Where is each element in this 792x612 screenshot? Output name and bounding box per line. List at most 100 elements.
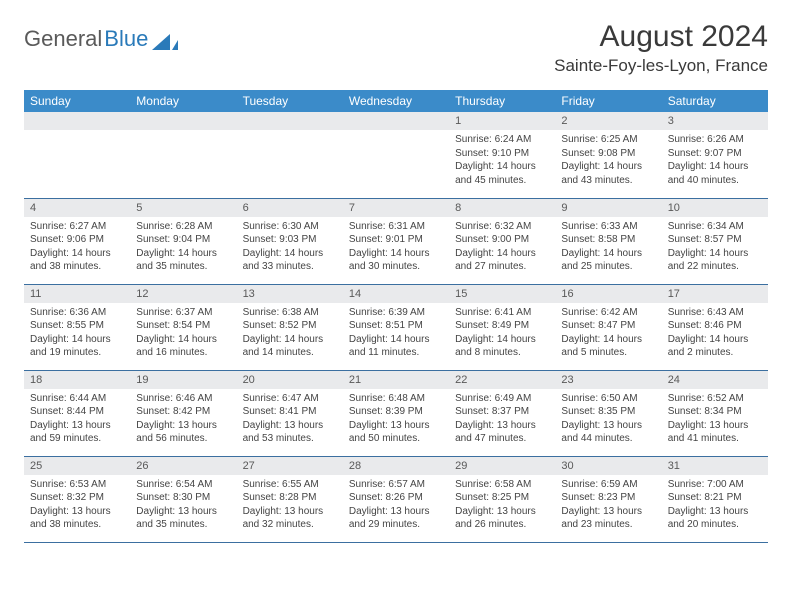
day-number: 17	[662, 285, 768, 303]
day-number	[237, 112, 343, 130]
calendar-cell: 29Sunrise: 6:58 AMSunset: 8:25 PMDayligh…	[449, 456, 555, 542]
sunrise-line: Sunrise: 6:59 AM	[561, 478, 655, 492]
sunset-line: Sunset: 9:06 PM	[30, 233, 124, 247]
daylight-line: Daylight: 13 hours and 53 minutes.	[243, 419, 337, 446]
daylight-line: Daylight: 13 hours and 35 minutes.	[136, 505, 230, 532]
day-data: Sunrise: 6:31 AMSunset: 9:01 PMDaylight:…	[343, 217, 449, 278]
day-number: 27	[237, 457, 343, 475]
day-number: 23	[555, 371, 661, 389]
location: Sainte-Foy-les-Lyon, France	[554, 56, 768, 76]
daylight-line: Daylight: 14 hours and 16 minutes.	[136, 333, 230, 360]
day-data: Sunrise: 6:42 AMSunset: 8:47 PMDaylight:…	[555, 303, 661, 364]
day-number: 11	[24, 285, 130, 303]
sunset-line: Sunset: 8:51 PM	[349, 319, 443, 333]
dow-mon: Monday	[130, 90, 236, 112]
day-number: 16	[555, 285, 661, 303]
calendar-table: Sunday Monday Tuesday Wednesday Thursday…	[24, 90, 768, 543]
sunset-line: Sunset: 8:35 PM	[561, 405, 655, 419]
calendar-cell	[237, 112, 343, 198]
sail-icon	[152, 30, 178, 48]
daylight-line: Daylight: 13 hours and 38 minutes.	[30, 505, 124, 532]
day-data	[343, 130, 449, 180]
day-data	[24, 130, 130, 180]
calendar-cell	[130, 112, 236, 198]
calendar-week: 25Sunrise: 6:53 AMSunset: 8:32 PMDayligh…	[24, 456, 768, 542]
daylight-line: Daylight: 14 hours and 30 minutes.	[349, 247, 443, 274]
calendar-cell: 20Sunrise: 6:47 AMSunset: 8:41 PMDayligh…	[237, 370, 343, 456]
day-number: 15	[449, 285, 555, 303]
day-data: Sunrise: 6:37 AMSunset: 8:54 PMDaylight:…	[130, 303, 236, 364]
sunset-line: Sunset: 8:41 PM	[243, 405, 337, 419]
day-number: 26	[130, 457, 236, 475]
calendar-cell: 19Sunrise: 6:46 AMSunset: 8:42 PMDayligh…	[130, 370, 236, 456]
sunrise-line: Sunrise: 6:26 AM	[668, 133, 762, 147]
calendar-week: 18Sunrise: 6:44 AMSunset: 8:44 PMDayligh…	[24, 370, 768, 456]
day-data: Sunrise: 6:32 AMSunset: 9:00 PMDaylight:…	[449, 217, 555, 278]
day-data: Sunrise: 7:00 AMSunset: 8:21 PMDaylight:…	[662, 475, 768, 536]
day-number: 21	[343, 371, 449, 389]
calendar-cell: 5Sunrise: 6:28 AMSunset: 9:04 PMDaylight…	[130, 198, 236, 284]
day-number: 20	[237, 371, 343, 389]
day-data: Sunrise: 6:28 AMSunset: 9:04 PMDaylight:…	[130, 217, 236, 278]
calendar-cell: 31Sunrise: 7:00 AMSunset: 8:21 PMDayligh…	[662, 456, 768, 542]
day-data: Sunrise: 6:46 AMSunset: 8:42 PMDaylight:…	[130, 389, 236, 450]
sunset-line: Sunset: 8:28 PM	[243, 491, 337, 505]
sunrise-line: Sunrise: 6:58 AM	[455, 478, 549, 492]
daylight-line: Daylight: 14 hours and 2 minutes.	[668, 333, 762, 360]
day-data: Sunrise: 6:49 AMSunset: 8:37 PMDaylight:…	[449, 389, 555, 450]
sunrise-line: Sunrise: 6:44 AM	[30, 392, 124, 406]
calendar-cell: 21Sunrise: 6:48 AMSunset: 8:39 PMDayligh…	[343, 370, 449, 456]
daylight-line: Daylight: 14 hours and 5 minutes.	[561, 333, 655, 360]
day-data: Sunrise: 6:59 AMSunset: 8:23 PMDaylight:…	[555, 475, 661, 536]
sunset-line: Sunset: 8:44 PM	[30, 405, 124, 419]
calendar-cell: 25Sunrise: 6:53 AMSunset: 8:32 PMDayligh…	[24, 456, 130, 542]
day-data: Sunrise: 6:54 AMSunset: 8:30 PMDaylight:…	[130, 475, 236, 536]
day-data: Sunrise: 6:53 AMSunset: 8:32 PMDaylight:…	[24, 475, 130, 536]
sunset-line: Sunset: 9:07 PM	[668, 147, 762, 161]
daylight-line: Daylight: 13 hours and 20 minutes.	[668, 505, 762, 532]
sunset-line: Sunset: 9:00 PM	[455, 233, 549, 247]
sunset-line: Sunset: 8:57 PM	[668, 233, 762, 247]
day-data: Sunrise: 6:52 AMSunset: 8:34 PMDaylight:…	[662, 389, 768, 450]
brand-logo: GeneralBlue	[24, 20, 178, 52]
sunset-line: Sunset: 8:25 PM	[455, 491, 549, 505]
sunrise-line: Sunrise: 6:42 AM	[561, 306, 655, 320]
daylight-line: Daylight: 13 hours and 47 minutes.	[455, 419, 549, 446]
day-number: 22	[449, 371, 555, 389]
day-number: 12	[130, 285, 236, 303]
calendar-cell: 24Sunrise: 6:52 AMSunset: 8:34 PMDayligh…	[662, 370, 768, 456]
day-data	[130, 130, 236, 180]
day-number: 18	[24, 371, 130, 389]
day-number: 4	[24, 199, 130, 217]
dow-tue: Tuesday	[237, 90, 343, 112]
dow-fri: Friday	[555, 90, 661, 112]
daylight-line: Daylight: 14 hours and 38 minutes.	[30, 247, 124, 274]
calendar-cell: 7Sunrise: 6:31 AMSunset: 9:01 PMDaylight…	[343, 198, 449, 284]
sunset-line: Sunset: 9:10 PM	[455, 147, 549, 161]
day-number: 6	[237, 199, 343, 217]
day-number: 29	[449, 457, 555, 475]
calendar-cell: 11Sunrise: 6:36 AMSunset: 8:55 PMDayligh…	[24, 284, 130, 370]
daylight-line: Daylight: 13 hours and 50 minutes.	[349, 419, 443, 446]
day-data: Sunrise: 6:38 AMSunset: 8:52 PMDaylight:…	[237, 303, 343, 364]
sunrise-line: Sunrise: 6:46 AM	[136, 392, 230, 406]
day-data: Sunrise: 6:24 AMSunset: 9:10 PMDaylight:…	[449, 130, 555, 191]
sunrise-line: Sunrise: 6:48 AM	[349, 392, 443, 406]
day-data: Sunrise: 6:36 AMSunset: 8:55 PMDaylight:…	[24, 303, 130, 364]
sunrise-line: Sunrise: 6:24 AM	[455, 133, 549, 147]
day-data: Sunrise: 6:39 AMSunset: 8:51 PMDaylight:…	[343, 303, 449, 364]
day-number: 19	[130, 371, 236, 389]
day-data: Sunrise: 6:34 AMSunset: 8:57 PMDaylight:…	[662, 217, 768, 278]
sunset-line: Sunset: 8:26 PM	[349, 491, 443, 505]
calendar-cell: 26Sunrise: 6:54 AMSunset: 8:30 PMDayligh…	[130, 456, 236, 542]
day-data: Sunrise: 6:44 AMSunset: 8:44 PMDaylight:…	[24, 389, 130, 450]
daylight-line: Daylight: 13 hours and 32 minutes.	[243, 505, 337, 532]
day-number: 28	[343, 457, 449, 475]
calendar-cell: 15Sunrise: 6:41 AMSunset: 8:49 PMDayligh…	[449, 284, 555, 370]
calendar-cell: 17Sunrise: 6:43 AMSunset: 8:46 PMDayligh…	[662, 284, 768, 370]
calendar-cell: 18Sunrise: 6:44 AMSunset: 8:44 PMDayligh…	[24, 370, 130, 456]
sunset-line: Sunset: 8:32 PM	[30, 491, 124, 505]
day-data: Sunrise: 6:41 AMSunset: 8:49 PMDaylight:…	[449, 303, 555, 364]
dow-thu: Thursday	[449, 90, 555, 112]
daylight-line: Daylight: 14 hours and 40 minutes.	[668, 160, 762, 187]
